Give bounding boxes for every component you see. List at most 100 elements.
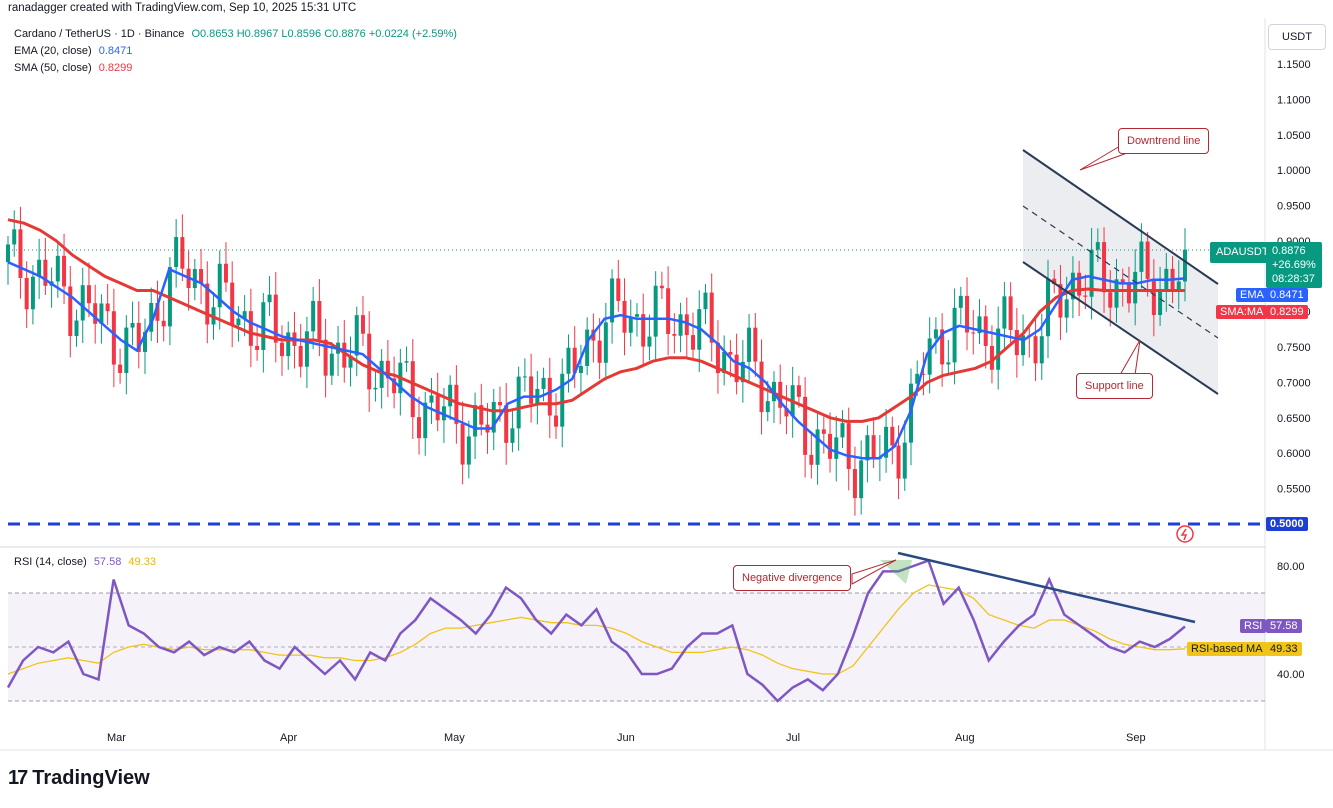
support-callout[interactable]: Support line <box>1076 373 1153 399</box>
downtrend-callout[interactable]: Downtrend line <box>1118 128 1210 154</box>
candle-body <box>747 327 752 362</box>
sma-line <box>7 218 1185 423</box>
candle-body <box>703 292 708 310</box>
candle-body <box>6 244 10 263</box>
price-tick-label: 1.1000 <box>1277 94 1311 106</box>
ohlc-high: H0.8967 <box>236 28 279 40</box>
candle-body <box>429 395 434 403</box>
ema-tag-value: 0.8471 <box>1266 288 1308 302</box>
candle-body <box>560 373 565 427</box>
sma-legend[interactable]: SMA (50, close) 0.8299 <box>14 62 132 74</box>
candle-body <box>1002 296 1007 329</box>
candle-body <box>940 329 945 365</box>
candle-body <box>933 329 938 339</box>
candle-body <box>610 278 615 323</box>
candle-body <box>896 445 901 479</box>
candle-body <box>473 405 478 437</box>
candle-body <box>859 460 864 499</box>
candle-body <box>1176 281 1181 290</box>
ohlc-close: C0.8876 <box>324 28 366 40</box>
candle-body <box>821 429 826 434</box>
candle-body <box>466 436 471 465</box>
rsi-legend-value: 57.58 <box>93 556 122 568</box>
candle-body <box>360 315 365 334</box>
candle-body <box>155 302 160 321</box>
candle-body <box>62 255 67 287</box>
candle-body <box>1021 335 1026 356</box>
candle-body <box>1008 296 1013 330</box>
rsi-divergence-line <box>897 551 1196 624</box>
candle-body <box>342 342 347 368</box>
candle-body <box>30 276 35 310</box>
currency-button[interactable]: USDT <box>1268 24 1326 50</box>
month-label: Mar <box>107 732 126 744</box>
price-tick-label: 0.7000 <box>1277 377 1311 389</box>
candle-body <box>223 263 228 283</box>
candle-body <box>666 288 671 334</box>
candle-body <box>809 454 814 465</box>
candle-body <box>958 295 963 308</box>
month-label: Aug <box>955 732 975 744</box>
candle-body <box>12 229 17 245</box>
candle-body <box>740 361 745 383</box>
candle-body <box>659 285 664 289</box>
candle-body <box>996 328 1001 370</box>
candle-body <box>379 360 384 388</box>
tradingview-logo[interactable]: 17 TradingView <box>8 767 150 790</box>
candle-body <box>952 307 957 363</box>
candle-body <box>585 329 590 366</box>
rsi-tick-label: 80.00 <box>1277 561 1305 573</box>
rsi-ma-tag-value: 49.33 <box>1266 642 1302 656</box>
ema-tag-label: EMA <box>1236 288 1268 302</box>
candle-body <box>80 285 85 321</box>
price-tick-label: 0.5500 <box>1277 484 1311 496</box>
candle-body <box>192 269 197 289</box>
candle-body <box>454 384 459 424</box>
price-tag-countdown: 08:28:37 <box>1272 273 1315 285</box>
candle-body <box>1089 249 1094 297</box>
candle-body <box>1095 242 1100 250</box>
candle-body <box>1039 336 1044 364</box>
candle-body <box>311 300 316 332</box>
candle-body <box>180 237 185 269</box>
month-label: Jul <box>786 732 801 744</box>
candle-body <box>24 277 29 310</box>
ohlc-low: L0.8596 <box>281 28 322 40</box>
candle-body <box>684 314 689 336</box>
rsi-legend[interactable]: RSI (14, close) 57.58 49.33 <box>14 556 156 568</box>
candle-body <box>1114 279 1119 308</box>
candle-body <box>460 423 465 465</box>
candle-body <box>1120 279 1125 285</box>
candle-body <box>616 278 621 301</box>
rsi-ma-tag-label: RSI-based MA <box>1187 642 1267 656</box>
symbol-name[interactable]: Cardano / TetherUS · 1D · Binance <box>14 28 185 40</box>
rsi-tag-label: RSI <box>1240 619 1267 633</box>
ema-legend[interactable]: EMA (20, close) 0.8471 <box>14 45 132 57</box>
ohlc-change: +0.0224 (+2.59%) <box>368 28 457 40</box>
candle-body <box>541 377 546 389</box>
candle-body <box>578 365 583 373</box>
candle-body <box>1064 299 1069 318</box>
candle-body <box>946 362 951 365</box>
tradingview-logo-text: TradingView <box>32 767 150 789</box>
rsi-axis: 80.00 40.00 <box>1277 561 1305 681</box>
candle-body <box>803 396 808 455</box>
candle-body <box>37 259 42 277</box>
candle-body <box>479 405 484 425</box>
divergence-callout[interactable]: Negative divergence <box>733 565 852 591</box>
ema-line <box>7 261 1186 460</box>
candle-body <box>902 442 907 479</box>
candle-body <box>149 302 154 332</box>
candle-body <box>1045 278 1050 337</box>
candle-body <box>884 426 889 458</box>
candle-body <box>1108 292 1113 308</box>
candle-body <box>230 282 235 326</box>
candle-body <box>965 295 970 333</box>
candle-body <box>1014 329 1019 356</box>
candle-body <box>491 402 496 433</box>
month-label: Sep <box>1126 732 1146 744</box>
candle-body <box>784 407 789 417</box>
candle-body <box>672 333 677 336</box>
candle-body <box>255 345 260 350</box>
